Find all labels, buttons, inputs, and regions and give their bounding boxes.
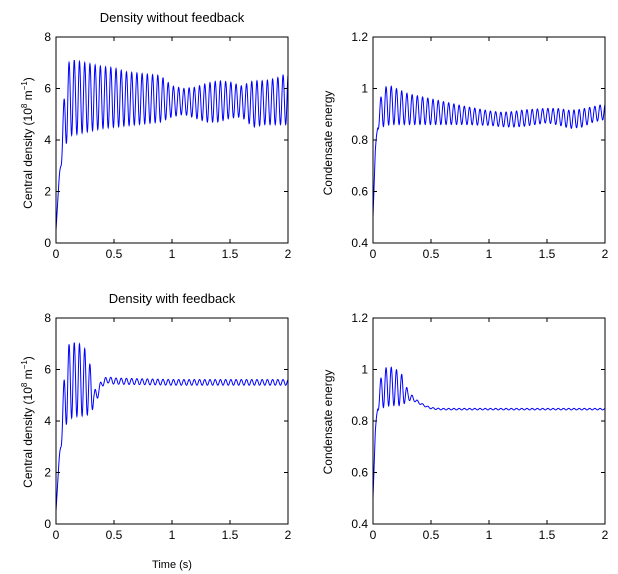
x-tick-label: 2 — [285, 528, 292, 542]
y-tick-label: 6 — [44, 82, 51, 96]
axes-box — [55, 317, 289, 525]
y-tick-label: 0.4 — [351, 236, 368, 250]
y-axis-label: Condensate energy — [321, 91, 335, 196]
y-axis-label: Central density (108 m−1) — [20, 356, 35, 488]
y-tick-label: 1.2 — [351, 30, 368, 44]
x-tick-label: 1 — [486, 247, 493, 261]
panel-condensate-energy-top: Condensate energy 0 0.5 1 1.5 2 0.4 0.6 0.8 1 1.2 — [321, 30, 609, 261]
x-tick-label: 0.5 — [106, 528, 123, 542]
y-tick-label: 2 — [44, 466, 51, 480]
y-tick-label: 8 — [44, 311, 51, 325]
x-tick-label: 1.5 — [539, 247, 556, 261]
x-tick-label: 2 — [602, 528, 609, 542]
y-tick-label: 2 — [44, 185, 51, 199]
plot-area: 0 0.5 1 1.5 2 0.4 0.6 0.8 1 1.2 — [351, 30, 608, 261]
x-tick-label: 1 — [169, 247, 176, 261]
panel-density-without-feedback: Density without feedback Central density… — [20, 10, 292, 261]
axes-box — [372, 317, 606, 525]
x-axis-label: Time (s) — [152, 559, 192, 571]
plot-area: 0 0.5 1 1.5 2 0 2 4 6 8 — [44, 30, 291, 261]
series-line — [56, 59, 288, 231]
y-tick-label: 6 — [44, 363, 51, 377]
panel-condensate-energy-bottom: Condensate energy 0 0.5 1 1.5 2 0.4 0.6 0.8 1 1.2 — [321, 311, 609, 542]
y-tick-label: 0.6 — [351, 185, 368, 199]
x-tick-label: 0.5 — [106, 247, 123, 261]
y-tick-label: 0.8 — [351, 414, 368, 428]
x-tick-label: 1.5 — [222, 247, 239, 261]
y-axis-label: Central density (108 m−1) — [20, 77, 35, 209]
y-tick-label: 0.6 — [351, 466, 368, 480]
x-tick-label: 0 — [53, 247, 60, 261]
axes-box — [372, 36, 606, 244]
y-tick-label: 0 — [44, 236, 51, 250]
y-tick-label: 1.2 — [351, 311, 368, 325]
x-tick-label: 0 — [370, 528, 377, 542]
chart-title: Density without feedback — [100, 10, 245, 25]
x-tick-label: 2 — [285, 247, 292, 261]
series-line — [56, 342, 288, 512]
plot-area: 0 0.5 1 1.5 2 0 2 4 6 8 — [44, 311, 291, 542]
y-tick-label: 4 — [44, 133, 51, 147]
y-tick-label: 8 — [44, 30, 51, 44]
x-tick-label: 0.5 — [423, 247, 440, 261]
y-tick-label: 0.8 — [351, 133, 368, 147]
y-tick-label: 0 — [44, 517, 51, 531]
y-tick-label: 0.4 — [351, 517, 368, 531]
x-tick-label: 2 — [602, 247, 609, 261]
y-axis-label: Condensate energy — [321, 370, 335, 475]
x-tick-label: 1 — [169, 528, 176, 542]
y-tick-label: 4 — [44, 414, 51, 428]
panel-density-with-feedback: Density with feedback Central density (1… — [20, 291, 292, 571]
x-tick-label: 1.5 — [222, 528, 239, 542]
x-tick-label: 0 — [53, 528, 60, 542]
x-tick-label: 0 — [370, 247, 377, 261]
plot-area: 0 0.5 1 1.5 2 0.4 0.6 0.8 1 1.2 — [351, 311, 608, 542]
x-tick-label: 1 — [486, 528, 493, 542]
series-line — [373, 366, 605, 499]
y-tick-label: 1 — [361, 82, 368, 96]
y-tick-label: 1 — [361, 363, 368, 377]
series-line — [373, 85, 605, 218]
x-tick-label: 1.5 — [539, 528, 556, 542]
x-tick-label: 0.5 — [423, 528, 440, 542]
chart-title: Density with feedback — [109, 291, 236, 306]
